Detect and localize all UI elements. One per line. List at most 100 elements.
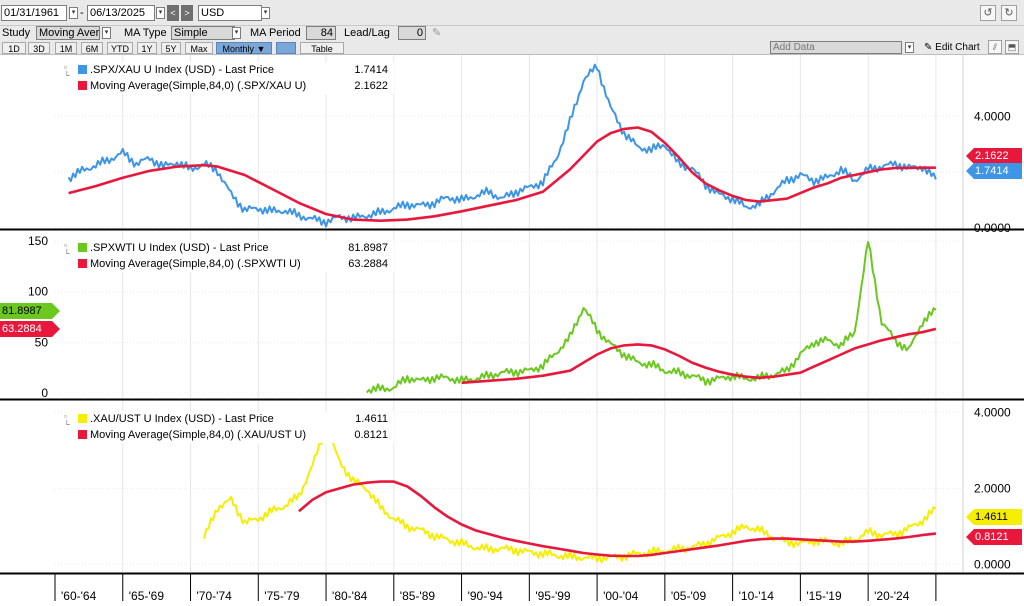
chart-canvas: '60-'64 '65-'69 '70-'74 '75-'79 '80-'84 '85-'… [0, 55, 1024, 603]
last-value-tag-price-2: 81.8987 [0, 303, 60, 319]
legend-value: 81.8987 [348, 242, 388, 254]
x-tick-label: '65-'69 [129, 589, 165, 603]
y-tick-label: 50 [35, 335, 49, 349]
legend-entry: Moving Average(Simple,84,0) (.SPX/XAU U)… [66, 78, 391, 94]
expand-icon[interactable]: ⬒ [1005, 40, 1019, 54]
range-tab-1y[interactable]: 1Y [137, 42, 157, 54]
range-tab-ytd[interactable]: YTD [107, 42, 133, 54]
currency-field[interactable]: USD [198, 5, 262, 21]
date-separator: - [80, 7, 84, 19]
legend-swatch [78, 81, 87, 90]
legend-panel-1: ▫ └ .SPX/XAU U Index (USD) - Last Price 1… [64, 62, 394, 94]
y-tick-label: 150 [28, 234, 48, 248]
x-tick-label: '85-'89 [400, 589, 436, 603]
price-series-line [365, 241, 937, 394]
legend-panel-2: ▫ └ .SPXWTI U Index (USD) - Last Price 81… [64, 240, 394, 272]
x-tick-label: '80-'84 [332, 589, 368, 603]
x-tick-label: '90-'94 [468, 589, 504, 603]
x-tick-label: '05-'09 [671, 589, 707, 603]
legend-value: 1.4611 [355, 413, 388, 425]
legend-swatch [78, 430, 87, 439]
range-toolbar: 1D 3D 1M 6M YTD 1Y 5Y Max Monthly ▼ Tabl… [0, 40, 1024, 55]
legend-entry: .SPX/XAU U Index (USD) - Last Price 1.74… [66, 62, 391, 78]
frequency-select[interactable]: Monthly ▼ [216, 42, 272, 54]
legend-value: 63.2884 [348, 258, 388, 270]
range-tab-max[interactable]: Max [185, 42, 213, 54]
legend-collapse-icon[interactable]: ▫ └ [64, 241, 70, 258]
pencil-icon[interactable]: ✎ [432, 27, 442, 39]
y-tick-label: 0.0000 [974, 221, 1011, 235]
legend-entry: Moving Average(Simple,84,0) (.XAU/UST U)… [66, 427, 391, 443]
next-icon[interactable]: > [181, 5, 193, 21]
lead-lag-input[interactable]: 0 [398, 26, 426, 40]
study-label: Study [2, 27, 31, 39]
y-tick-label: 4.0000 [974, 109, 1011, 123]
ma-period-label: MA Period [250, 27, 301, 39]
legend-entry: .XAU/UST U Index (USD) - Last Price 1.46… [66, 411, 391, 427]
edit-chart-label: Edit Chart [935, 42, 980, 53]
ma-type-label: MA Type [124, 27, 167, 39]
ma-type-dropdown-icon[interactable]: ▾ [232, 27, 241, 39]
range-tab-1d[interactable]: 1D [2, 42, 26, 54]
range-tab-6m[interactable]: 6M [81, 42, 103, 54]
chart-type-icon[interactable]: ⫽ [988, 40, 1002, 54]
legend-label: .XAU/UST U Index (USD) - Last Price [90, 413, 274, 425]
x-tick-label: '00-'04 [603, 589, 639, 603]
y-tick-label: 0 [41, 386, 48, 400]
range-tab-3d[interactable]: 3D [28, 42, 50, 54]
moving-average-line [461, 327, 937, 385]
x-tick-label: '75-'79 [264, 589, 300, 603]
legend-swatch [78, 243, 87, 252]
range-tab-1m[interactable]: 1M [55, 42, 77, 54]
legend-swatch [78, 65, 87, 74]
y-tick-label: 0.0000 [974, 557, 1011, 571]
study-dropdown-icon[interactable]: ▾ [102, 27, 111, 39]
legend-value: 0.8121 [354, 429, 388, 441]
y-tick-label: 100 [28, 285, 48, 299]
add-data-input[interactable]: Add Data [770, 41, 902, 54]
legend-entry: .SPXWTI U Index (USD) - Last Price 81.89… [66, 240, 391, 256]
last-value-tag-ma-3: 0.8121 [966, 529, 1022, 545]
undo-icon[interactable]: ↺ [980, 5, 996, 21]
range-tab-5y[interactable]: 5Y [161, 42, 181, 54]
legend-value: 2.1622 [354, 80, 388, 92]
legend-collapse-icon[interactable]: ▫ └ [64, 63, 70, 80]
moving-average-line [298, 480, 937, 558]
y-tick-label: 4.0000 [974, 405, 1011, 419]
ma-period-input[interactable]: 84 [306, 26, 336, 40]
edit-chart-button[interactable]: ✎ Edit Chart [924, 42, 980, 53]
legend-label: Moving Average(Simple,84,0) (.XAU/UST U) [90, 429, 307, 441]
legend-swatch [78, 259, 87, 268]
start-date-dropdown-icon[interactable]: ▾ [69, 7, 78, 19]
last-value-tag-ma-1: 2.1622 [966, 148, 1022, 164]
x-tick-label: '15-'19 [806, 589, 842, 603]
table-button[interactable]: Table [300, 42, 344, 54]
end-date-field[interactable]: 06/13/2025 [87, 5, 155, 21]
legend-panel-3: ▫ └ .XAU/UST U Index (USD) - Last Price 1… [64, 411, 394, 443]
price-series-line [67, 63, 937, 228]
study-toolbar: Study Moving Aver ▾ MA Type Simple ▾ MA … [0, 26, 1024, 40]
start-date-field[interactable]: 01/31/1961 [1, 5, 67, 21]
legend-entry: Moving Average(Simple,84,0) (.SPXWTI U) … [66, 256, 391, 272]
legend-label: Moving Average(Simple,84,0) (.SPX/XAU U) [90, 80, 307, 92]
last-value-tag-price-3: 1.4611 [966, 509, 1022, 525]
ma-type-select[interactable]: Simple [171, 26, 235, 40]
moving-average-line [68, 126, 936, 222]
x-tick-label: '60-'64 [61, 589, 97, 603]
redo-icon[interactable]: ↻ [1001, 5, 1017, 21]
add-data-dropdown-icon[interactable]: ▾ [905, 42, 914, 53]
legend-collapse-icon[interactable]: ▫ └ [64, 412, 70, 429]
y-tick-label: 2.0000 [974, 481, 1011, 495]
previous-icon[interactable]: < [167, 5, 179, 21]
frequency-option-button[interactable] [276, 42, 296, 54]
study-select[interactable]: Moving Aver [36, 26, 100, 40]
lead-lag-label: Lead/Lag [344, 27, 390, 39]
currency-dropdown-icon[interactable]: ▾ [261, 7, 270, 19]
end-date-dropdown-icon[interactable]: ▾ [156, 7, 165, 19]
x-tick-label: '20-'24 [874, 589, 910, 603]
x-tick-label: '70-'74 [197, 589, 233, 603]
last-value-tag-ma-2: 63.2884 [0, 321, 60, 337]
legend-value: 1.7414 [354, 64, 388, 76]
legend-label: Moving Average(Simple,84,0) (.SPXWTI U) [90, 258, 301, 270]
x-tick-label: '95-'99 [535, 589, 571, 603]
